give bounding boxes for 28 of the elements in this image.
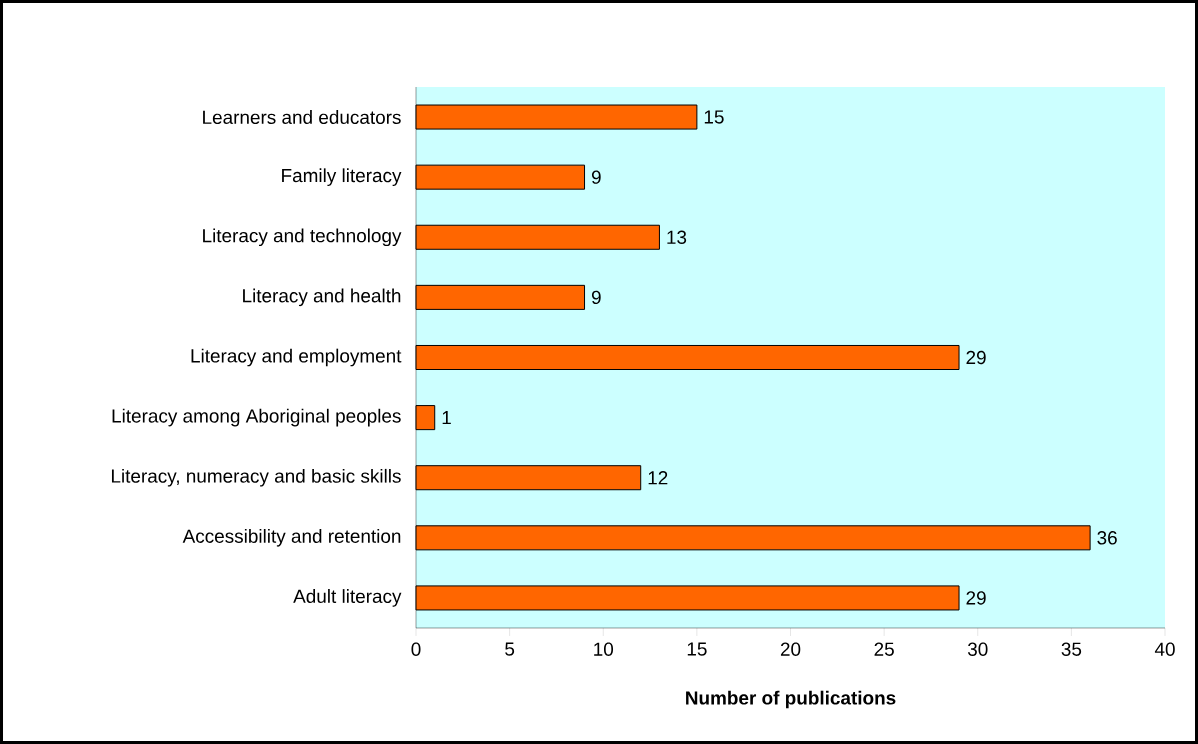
x-tick-label: 0 [411, 642, 421, 656]
y-tick-label: Accessibility and retention [182, 529, 401, 547]
data-label: 9 [591, 170, 601, 184]
y-tick-label: Literacy, numeracy and basic skills [111, 468, 401, 487]
y-tick-label: Adult literacy [293, 589, 402, 607]
x-tick-label: 35 [1061, 642, 1082, 656]
y-tick-label: Literacy among Aboriginal peoples [112, 408, 401, 427]
data-label: 9 [591, 290, 601, 305]
y-tick-label: Literacy and technology [203, 228, 402, 247]
data-label: 13 [667, 230, 687, 244]
data-label: 29 [966, 350, 986, 365]
x-tick-label: 5 [505, 642, 515, 656]
x-tick-label: 25 [874, 642, 894, 656]
x-tick-label: 20 [780, 642, 801, 656]
x-tick-label: 40 [1154, 642, 1175, 656]
y-tick-label: Literacy and health [243, 288, 401, 307]
x-tick-label: 10 [594, 642, 614, 656]
data-label: 1 [442, 411, 451, 425]
x-tick-label: 15 [687, 642, 707, 656]
x-tick-label: 30 [967, 642, 988, 656]
data-label: 29 [966, 591, 986, 605]
data-label: 15 [704, 110, 724, 124]
y-tick-label: Learners and educators [203, 110, 401, 124]
y-tick-label: Family literacy [282, 168, 402, 186]
y-tick-label: Literacy and employment [191, 348, 402, 367]
data-label: 36 [1097, 531, 1117, 545]
x-axis-title: Number of publications [686, 690, 896, 709]
data-label: 12 [648, 471, 668, 485]
